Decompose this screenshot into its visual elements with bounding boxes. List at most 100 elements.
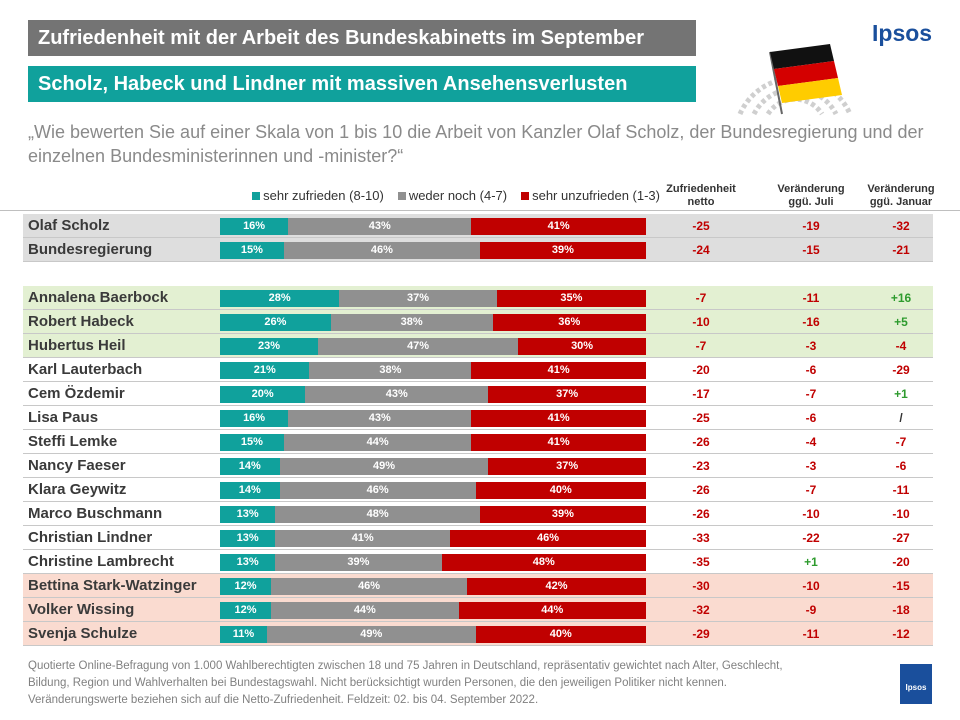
row-divider (23, 621, 933, 622)
bar-segment-weder-noch: 47% (317, 338, 519, 355)
bar-segment-zufrieden: 15% (220, 242, 284, 259)
bar-segment-weder-noch: 37% (339, 290, 497, 307)
value-juli: -22 (802, 531, 820, 545)
table-row: Robert Habeck 26% 38% 36% -10 -16 +5 (23, 310, 933, 334)
bar-segment-unzufrieden: 30% (518, 338, 646, 355)
value-netto: -25 (692, 411, 710, 425)
row-label: Christine Lambrecht (28, 553, 174, 570)
bar-segment-weder-noch: 44% (271, 602, 459, 619)
ipsos-logo: Ipsos (872, 20, 933, 46)
table-row: Marco Buschmann 13% 48% 39% -26 -10 -10 (23, 502, 933, 526)
bar-segment-zufrieden: 11% (220, 626, 267, 643)
row-label: Olaf Scholz (28, 217, 110, 234)
row-divider (23, 477, 933, 478)
row-label: Annalena Baerbock (28, 289, 169, 306)
value-januar: -29 (892, 363, 910, 377)
value-juli: +1 (804, 555, 818, 569)
bar-segment-weder-noch: 38% (309, 362, 472, 379)
chart-title: Zufriedenheit mit der Arbeit des Bundesk… (28, 20, 696, 56)
stacked-bar: 28% 37% 35% (220, 290, 646, 307)
stacked-bar: 16% 43% 41% (220, 218, 646, 235)
table-row: Christian Lindner 13% 41% 46% -33 -22 -27 (23, 526, 933, 550)
table-row: Annalena Baerbock 28% 37% 35% -7 -11 +16 (23, 286, 933, 310)
value-juli: -10 (802, 507, 820, 521)
table-row: Svenja Schulze 11% 49% 40% -29 -11 -12 (23, 622, 933, 646)
value-juli: -10 (802, 579, 820, 593)
stacked-bar: 13% 48% 39% (220, 506, 646, 523)
value-januar: -6 (895, 459, 907, 473)
stacked-bar: 16% 43% 41% (220, 410, 646, 427)
row-label: Steffi Lemke (28, 433, 118, 450)
bundestag-flag-icon (737, 44, 853, 116)
bar-segment-unzufrieden: 37% (488, 458, 646, 475)
value-januar: -27 (892, 531, 910, 545)
column-header-januar: Veränderung ggü. Januar (867, 183, 935, 208)
bar-segment-unzufrieden: 41% (471, 362, 646, 379)
table-row: Volker Wissing 12% 44% 44% -32 -9 -18 (23, 598, 933, 622)
table-row: Steffi Lemke 15% 44% 41% -26 -4 -7 (23, 430, 933, 454)
row-divider (23, 405, 933, 406)
stacked-bar: 12% 44% 44% (220, 602, 646, 619)
bar-segment-weder-noch: 49% (279, 458, 489, 475)
bar-segment-weder-noch: 44% (283, 434, 472, 451)
value-januar: -21 (892, 243, 910, 257)
table-row: Hubertus Heil 23% 47% 30% -7 -3 -4 (23, 334, 933, 358)
value-januar: -7 (895, 435, 907, 449)
value-januar: -15 (892, 579, 910, 593)
row-label: Lisa Paus (28, 409, 99, 426)
row-label: Bundesregierung (28, 241, 153, 258)
stacked-bar: 20% 43% 37% (220, 386, 646, 403)
bar-segment-zufrieden: 16% (220, 410, 289, 427)
value-januar: -12 (892, 627, 910, 641)
bar-segment-unzufrieden: 42% (467, 578, 646, 595)
row-divider (23, 333, 933, 334)
value-juli: -7 (805, 387, 817, 401)
value-januar: -18 (892, 603, 910, 617)
row-label: Marco Buschmann (28, 505, 163, 522)
value-netto: -24 (692, 243, 710, 257)
value-netto: -32 (692, 603, 710, 617)
row-divider (23, 573, 933, 574)
stacked-bar: 13% 41% 46% (220, 530, 646, 547)
table-row: Klara Geywitz 14% 46% 40% -26 -7 -11 (23, 478, 933, 502)
bar-segment-zufrieden: 21% (220, 362, 310, 379)
bar-segment-unzufrieden: 37% (488, 386, 646, 403)
bar-segment-zufrieden: 20% (220, 386, 306, 403)
bar-segment-zufrieden: 14% (220, 482, 280, 499)
value-netto: -30 (692, 579, 710, 593)
value-januar: -10 (892, 507, 910, 521)
bar-segment-unzufrieden: 46% (450, 530, 646, 547)
bar-segment-unzufrieden: 41% (471, 218, 646, 235)
bar-segment-zufrieden: 13% (220, 506, 276, 523)
value-januar: +5 (894, 315, 908, 329)
bar-segment-zufrieden: 13% (220, 530, 276, 547)
bar-segment-zufrieden: 13% (220, 554, 276, 571)
stacked-bar: 15% 44% 41% (220, 434, 646, 451)
value-netto: -20 (692, 363, 710, 377)
value-januar: +16 (890, 291, 912, 305)
bar-segment-weder-noch: 41% (275, 530, 451, 547)
row-label: Bettina Stark-Watzinger (28, 577, 197, 594)
value-juli: -3 (805, 459, 817, 473)
table-row: Bettina Stark-Watzinger 12% 46% 42% -30 -10 -1… (23, 574, 933, 598)
table-row: Olaf Scholz 16% 43% 41% -25 -19 -32 (23, 214, 933, 238)
value-juli: -11 (802, 627, 820, 641)
bar-segment-weder-noch: 46% (283, 242, 480, 259)
bar-segment-weder-noch: 43% (288, 410, 472, 427)
stacked-bar: 12% 46% 42% (220, 578, 646, 595)
bar-segment-weder-noch: 38% (330, 314, 493, 331)
bar-segment-unzufrieden: 41% (471, 434, 646, 451)
value-netto: -10 (692, 315, 710, 329)
row-label: Christian Lindner (28, 529, 153, 546)
legend-item: weder noch (4-7) (397, 188, 507, 203)
header-separator (0, 210, 960, 211)
survey-question: „Wie bewerten Sie auf einer Skala von 1 … (28, 122, 924, 166)
bar-segment-weder-noch: 46% (279, 482, 476, 499)
table-row: Nancy Faeser 14% 49% 37% -23 -3 -6 (23, 454, 933, 478)
bar-segment-unzufrieden: 39% (479, 506, 646, 523)
value-juli: -19 (802, 219, 820, 233)
stacked-bar: 15% 46% 39% (220, 242, 646, 259)
legend-item: sehr zufrieden (8-10) (252, 188, 384, 203)
footnote: Quotierte Online-Befragung von 1.000 Wah… (28, 660, 783, 706)
bar-segment-zufrieden: 26% (220, 314, 331, 331)
